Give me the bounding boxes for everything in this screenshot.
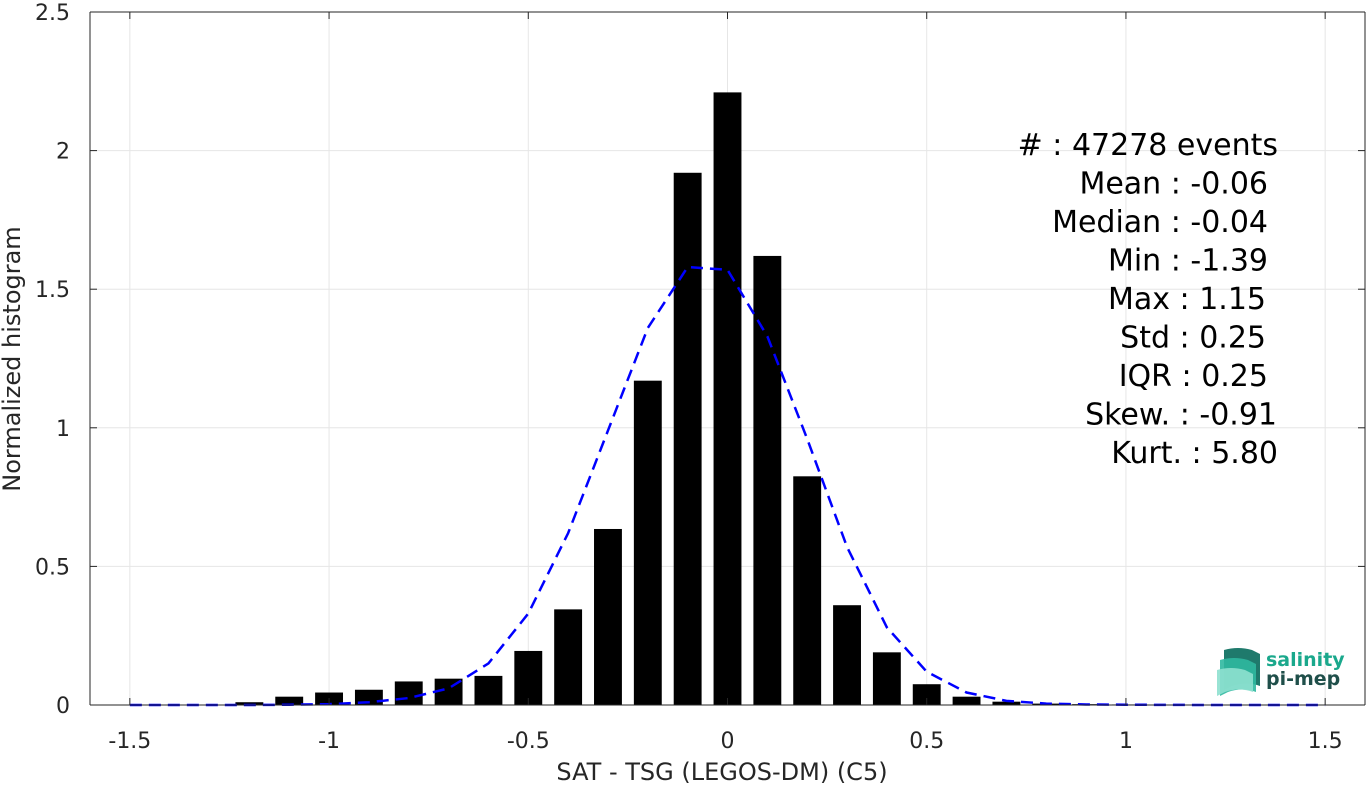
y-axis-label: Normalized histogram bbox=[0, 226, 26, 491]
x-tick-label: 0.5 bbox=[909, 729, 944, 754]
histogram-bar bbox=[793, 476, 822, 705]
stat-line: Max : 1.15 bbox=[1108, 282, 1266, 317]
x-tick-label: -1.5 bbox=[108, 729, 151, 754]
histogram-bar bbox=[235, 702, 264, 705]
histogram-bar bbox=[354, 689, 383, 705]
x-tick-label: 0 bbox=[721, 729, 735, 754]
normal-fit-curve bbox=[129, 265, 1326, 707]
histogram-bar bbox=[833, 605, 861, 705]
histogram-bar bbox=[753, 255, 782, 705]
y-tick-label: 1.5 bbox=[35, 278, 70, 303]
y-tick-label: 0 bbox=[56, 694, 70, 719]
y-tick-label: 2 bbox=[56, 140, 70, 165]
histogram-bar bbox=[952, 696, 981, 705]
x-tick-label: 1 bbox=[1119, 729, 1133, 754]
histogram-bar bbox=[514, 650, 543, 705]
stat-line: Kurt. : 5.80 bbox=[1111, 436, 1278, 471]
y-tick-label: 1 bbox=[56, 417, 70, 442]
stat-line: # : 47278 events bbox=[1018, 128, 1278, 163]
stat-line: Median : -0.04 bbox=[1052, 205, 1268, 240]
stat-line: Mean : -0.06 bbox=[1079, 167, 1268, 202]
x-tick-label: 1.5 bbox=[1308, 729, 1343, 754]
logo-text-pi-mep: pi-mep bbox=[1266, 668, 1340, 690]
histogram-bar bbox=[275, 696, 304, 705]
histogram-bar bbox=[594, 528, 622, 705]
y-axis-ticks: 0 0.5 1 1.5 2 2.5 bbox=[35, 1, 1365, 719]
salinity-pi-mep-logo: salinity pi-mep bbox=[1217, 648, 1345, 696]
x-axis-label: SAT - TSG (LEGOS-DM) (C5) bbox=[556, 758, 887, 785]
histogram-bar bbox=[872, 652, 901, 705]
logo-waves-icon bbox=[1217, 648, 1260, 696]
histogram-bar bbox=[713, 92, 742, 705]
histogram-bar bbox=[673, 172, 702, 705]
x-tick-label: -1 bbox=[318, 729, 340, 754]
histogram-bar bbox=[912, 684, 941, 705]
fit-curve bbox=[129, 265, 1326, 707]
histogram-bar bbox=[474, 675, 503, 705]
histogram-bars bbox=[235, 92, 1140, 705]
histogram-bar bbox=[992, 701, 1021, 705]
x-axis-ticks: -1.5 -1 -0.5 0 0.5 1 1.5 bbox=[108, 12, 1343, 754]
y-tick-label: 2.5 bbox=[35, 1, 70, 26]
stat-line: Skew. : -0.91 bbox=[1085, 398, 1277, 433]
stat-line: IQR : 0.25 bbox=[1119, 359, 1268, 394]
y-tick-label: 0.5 bbox=[35, 555, 70, 580]
x-tick-label: -0.5 bbox=[507, 729, 550, 754]
logo-text-salinity: salinity bbox=[1266, 649, 1345, 671]
stat-line: Min : -1.39 bbox=[1108, 244, 1268, 279]
histogram-bar bbox=[633, 380, 662, 705]
stat-line: Std : 0.25 bbox=[1120, 321, 1266, 356]
histogram-bar bbox=[394, 681, 423, 705]
histogram-bar bbox=[554, 609, 583, 705]
